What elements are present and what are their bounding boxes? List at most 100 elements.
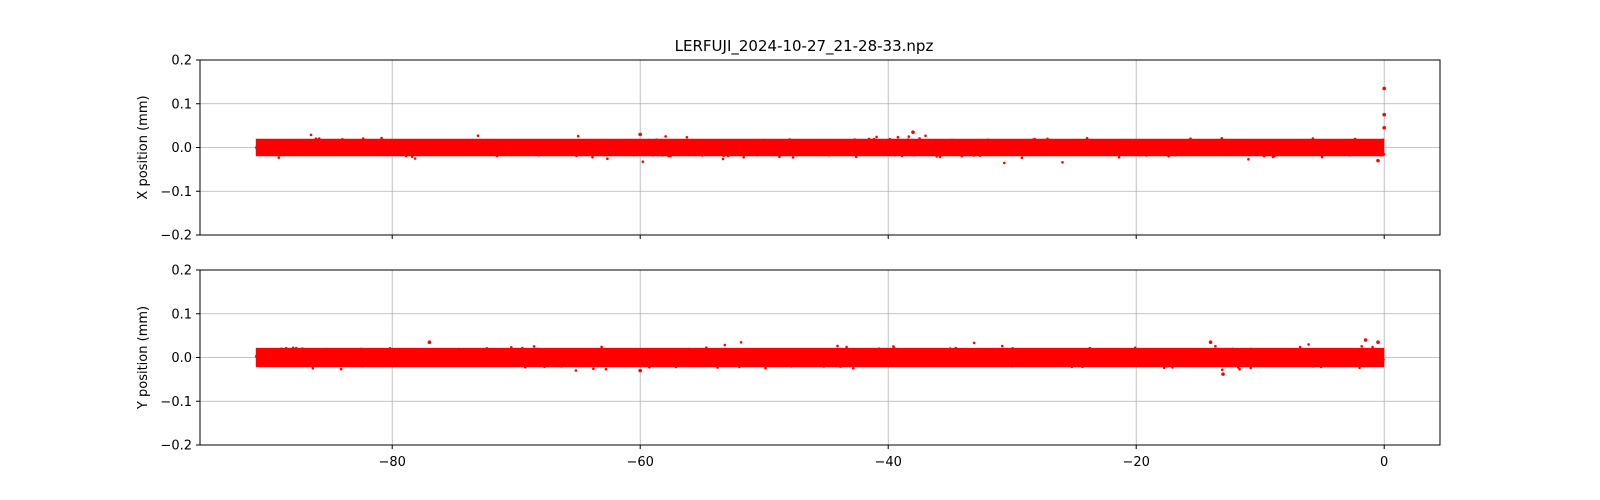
- y-panel-data-point: [392, 354, 396, 358]
- x-panel-data-point: [1008, 144, 1012, 147]
- y-panel-data-point: [516, 358, 519, 362]
- y-panel-data-point: [738, 365, 741, 369]
- y-panel-data-point: [1253, 364, 1256, 368]
- x-panel-data-point: [1378, 150, 1381, 154]
- y-panel-data-point: [851, 354, 854, 357]
- y-panel-data-point: [687, 347, 691, 351]
- y-panel-data-point: [300, 355, 304, 359]
- y-panel-data-point: [505, 353, 509, 357]
- y-panel-data-point: [391, 356, 394, 360]
- x-panel-data-point: [1322, 150, 1325, 153]
- y-panel-data-point: [550, 353, 554, 357]
- x-panel-outlier-point: [1382, 112, 1386, 117]
- y-panel-data-point: [906, 354, 910, 357]
- y-panel-data-point: [752, 359, 756, 363]
- y-panel-data-point: [1111, 361, 1114, 364]
- x-panel-data-point: [1375, 150, 1379, 154]
- y-panel-data-point: [1243, 351, 1247, 354]
- y-panel-data-point: [278, 350, 282, 354]
- x-panel-data-point: [767, 142, 771, 145]
- x-panel-data-point: [614, 145, 617, 149]
- x-panel-data-point: [744, 147, 748, 151]
- x-panel-data-point: [952, 142, 956, 146]
- y-panel-data-point: [669, 350, 673, 354]
- x-panel-data-point: [371, 145, 375, 149]
- x-panel-data-point: [1121, 147, 1125, 150]
- y-panel-data-point: [819, 354, 822, 357]
- x-panel-data-point: [1263, 152, 1266, 155]
- y-panel-data-point: [388, 347, 392, 350]
- y-panel-data-point: [521, 358, 524, 362]
- y-panel-data-point: [690, 360, 693, 363]
- y-panel-data-point: [749, 350, 753, 353]
- y-panel-ylabel: Y position (mm): [136, 306, 151, 410]
- y-panel-data-point: [336, 361, 339, 364]
- x-panel-data-point: [1087, 144, 1090, 148]
- y-panel-data-point: [293, 358, 296, 362]
- x-panel-data-point: [345, 143, 348, 147]
- x-panel-data-point: [408, 139, 412, 142]
- y-panel-data-point: [747, 358, 750, 362]
- xtick-label: −40: [874, 455, 901, 470]
- y-panel-data-point: [742, 357, 746, 361]
- x-panel-data-point: [273, 143, 276, 147]
- x-panel-data-point: [269, 142, 272, 146]
- x-panel-data-point: [1240, 146, 1244, 149]
- x-panel-data-point: [553, 152, 556, 155]
- y-panel-data-point: [969, 356, 973, 360]
- x-panel-data-point: [980, 152, 983, 156]
- y-panel-data-point: [1224, 364, 1227, 368]
- x-panel-data-point: [819, 144, 822, 148]
- y-panel-data-point: [428, 361, 431, 364]
- x-panel-data-point: [1259, 140, 1262, 144]
- y-panel-data-point: [643, 354, 647, 358]
- x-panel-data-point: [626, 152, 629, 155]
- x-panel-data-point: [470, 152, 473, 156]
- x-panel-data-point: [561, 141, 564, 144]
- x-panel-data-point: [896, 135, 900, 139]
- y-panel-data-point: [1371, 345, 1374, 349]
- y-panel-data-point: [688, 357, 691, 360]
- x-panel-data-point: [307, 150, 311, 154]
- y-panel-data-point: [946, 358, 949, 361]
- y-panel-data-point: [1209, 357, 1212, 360]
- y-panel-ytick-label: −0.2: [160, 439, 192, 454]
- y-panel-data-point: [1136, 353, 1139, 357]
- x-panel-data-point: [1205, 149, 1208, 152]
- x-panel-data-point: [869, 150, 872, 153]
- y-panel-data-point: [1166, 352, 1169, 356]
- x-panel-data-point: [367, 143, 370, 146]
- y-panel-data-point: [864, 353, 867, 357]
- y-panel-data-point: [600, 350, 603, 354]
- x-panel-data-point: [302, 141, 305, 145]
- y-panel-data-point: [295, 346, 298, 350]
- x-panel-data-point: [778, 155, 781, 158]
- x-panel-data-point: [441, 143, 444, 146]
- y-panel-data-point: [472, 351, 475, 354]
- x-panel-data-point: [424, 149, 427, 153]
- x-panel-data-point: [301, 144, 305, 148]
- y-panel-data-point: [893, 359, 896, 363]
- x-panel-data-point: [576, 148, 580, 152]
- x-panel-data-point: [457, 141, 461, 145]
- y-panel-data-point: [1217, 353, 1220, 357]
- y-panel-data-point: [502, 351, 505, 354]
- y-panel-data-point: [926, 348, 930, 352]
- x-panel-data-point: [504, 143, 507, 147]
- x-panel-data-point: [467, 146, 471, 149]
- x-panel-data-point: [1314, 143, 1318, 146]
- x-panel-data-point: [1324, 151, 1328, 155]
- y-panel-data-point: [836, 344, 839, 348]
- x-panel-data-point: [1370, 140, 1373, 143]
- x-panel-data-point: [1291, 146, 1294, 150]
- x-panel-data-point: [885, 149, 888, 152]
- x-panel-data-point: [1033, 143, 1036, 146]
- y-panel-data-point: [486, 354, 490, 357]
- x-panel-data-point: [394, 144, 398, 148]
- y-panel-data-point: [394, 357, 398, 361]
- y-panel-data-point: [1365, 348, 1369, 352]
- x-panel-data-point: [1050, 146, 1053, 149]
- x-panel-data-point: [301, 152, 305, 155]
- y-panel-data-point: [511, 363, 515, 367]
- x-panel-data-point: [876, 141, 880, 145]
